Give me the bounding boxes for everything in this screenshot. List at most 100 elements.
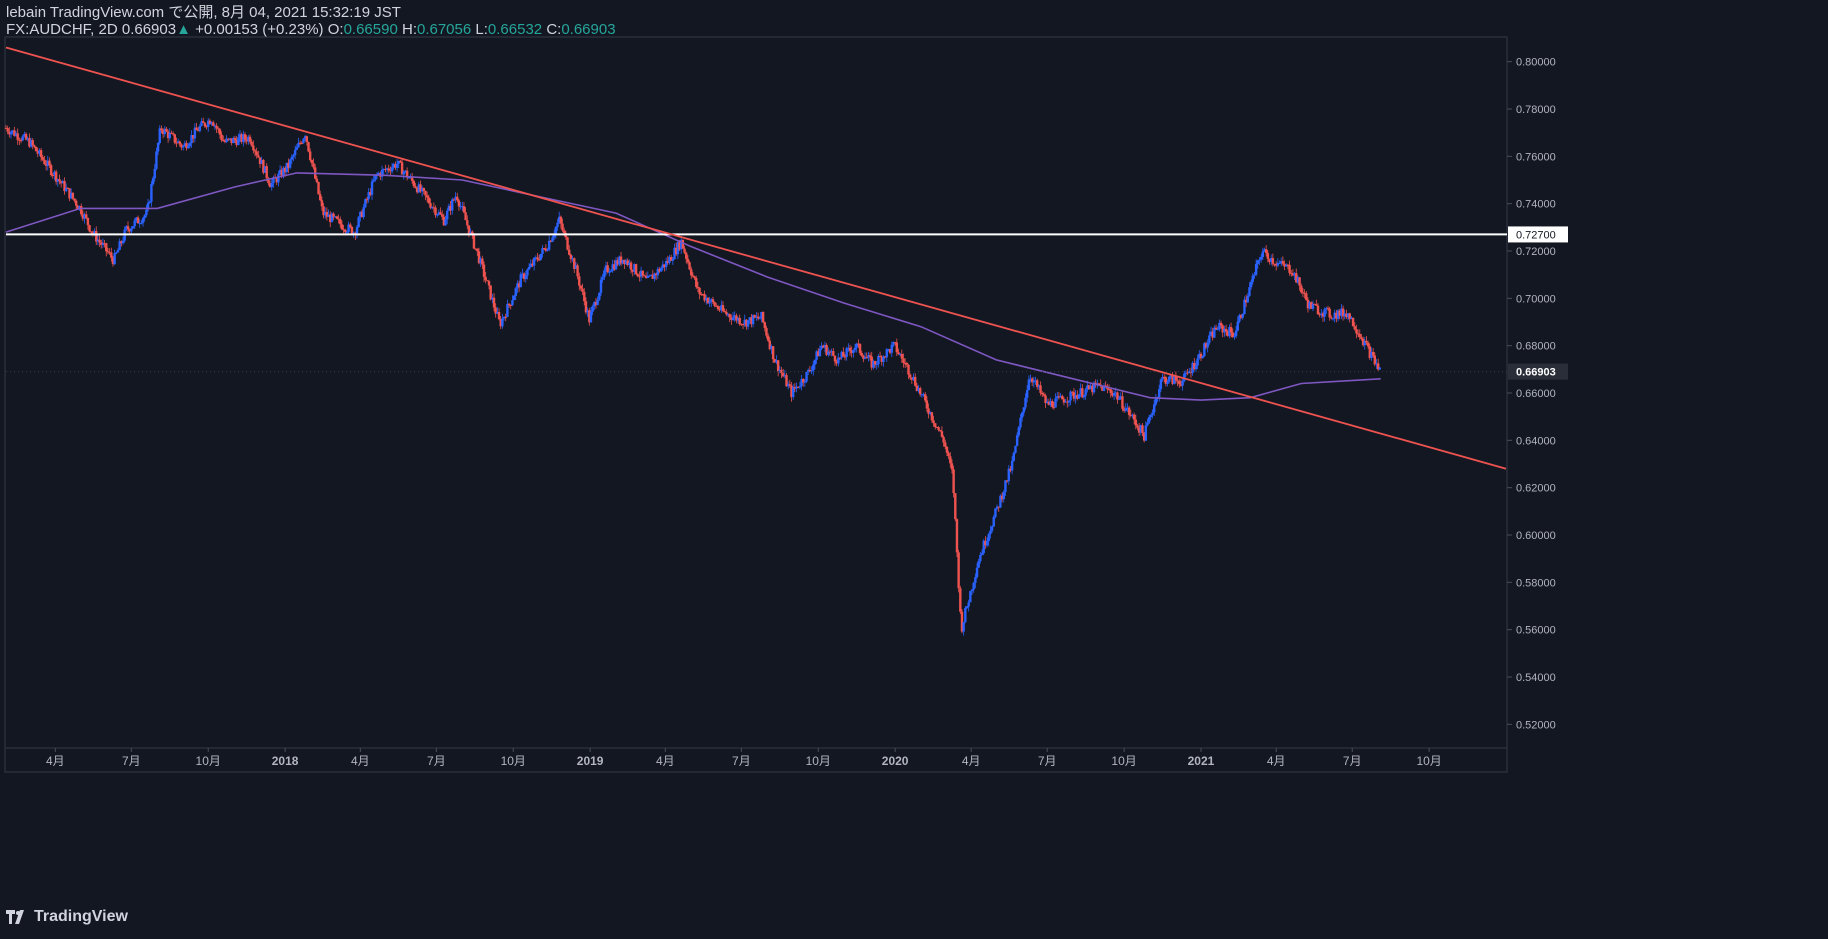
candle-body [131,226,135,229]
candle-body [387,168,390,171]
candle-body [788,384,792,386]
candle-body [516,283,519,289]
candle-body [1097,383,1101,385]
candle-body [845,348,848,357]
candle-body [982,540,985,554]
x-tick-label: 10月 [501,754,526,768]
candle-body [223,140,227,143]
candle-body [325,211,329,217]
candle-body [999,495,1002,508]
candle-body [1111,392,1114,396]
candle-body [671,259,675,261]
candle-body [1298,277,1301,286]
candle-body [738,317,741,325]
candle-body [519,274,522,288]
candle-body [191,135,195,139]
candle-body [252,145,255,151]
candle-body [848,347,852,351]
candle-body [929,412,932,414]
candle-body [1072,392,1076,399]
candle-body [36,151,39,154]
candle-body [46,160,49,166]
candle-body [329,214,332,223]
candle-body [407,177,410,179]
candle-body [38,150,41,154]
candle-body [1368,346,1371,359]
y-tick-label: 0.74000 [1516,199,1556,211]
candle-body [890,344,893,353]
tradingview-brand[interactable]: TradingView [6,908,128,926]
y-tick-label: 0.58000 [1516,577,1556,589]
candle-body [441,214,444,217]
candle-body [280,169,283,177]
candle-body [439,212,442,215]
candle-body [937,427,940,431]
candle-body [425,195,429,198]
candle-body [1234,330,1238,337]
candle-body [64,187,68,192]
candle-body [1318,314,1321,316]
candle-body [136,217,140,224]
candle-body [377,173,380,175]
candle-body [208,120,212,125]
candle-body [339,219,342,225]
candle-body [384,168,387,171]
candle-body [1341,308,1345,317]
candle-body [1126,407,1129,409]
y-tick-label: 0.54000 [1516,672,1556,684]
candle-body [474,248,477,250]
candle-body [798,386,802,388]
lines-layer [5,46,1507,470]
candle-body [1244,299,1248,303]
candle-body [1194,365,1198,370]
candle-body [143,215,146,219]
candle-body [1129,414,1132,416]
candle-body [920,394,924,396]
candle-body [678,242,681,250]
candle-body [960,611,964,632]
candle-body [863,357,867,359]
candle-body [698,287,701,295]
candle-body [1239,315,1243,318]
candle-body [720,305,723,311]
candle-body [359,211,362,218]
y-tick-label: 0.56000 [1516,625,1556,637]
candle-body [310,159,314,164]
candle-body [989,530,992,535]
candle-body [90,231,93,233]
candle-body [873,361,877,365]
candle-body [233,138,237,141]
candle-body [350,226,354,235]
candle-body [1191,363,1194,373]
candle-body [1107,389,1111,391]
candle-body [419,184,422,192]
candle-body [1184,372,1188,374]
candle-body [547,240,551,250]
candle-body [680,239,683,250]
candle-body [1280,261,1283,263]
candle-body [1002,491,1005,500]
candle-body [504,316,507,318]
candle-body [517,283,521,288]
candle-body [893,342,897,344]
candle-body [334,216,337,218]
candle-body [781,373,785,377]
candle-body [1121,396,1124,409]
candle-body [1041,392,1044,395]
candle-body [68,188,71,199]
candle-body [1173,376,1176,384]
candle-body [733,315,736,318]
candle-body [83,214,86,219]
candle-body [63,180,66,192]
candle-body [489,285,492,300]
candle-body [1158,389,1161,398]
candle-body [459,206,462,208]
candle-body [1109,389,1112,393]
candle-body [556,222,559,228]
candle-body [78,205,81,209]
candle-body [1281,261,1285,264]
candle-body [446,210,449,220]
candle-body [1269,257,1273,262]
candle-body [506,303,509,317]
